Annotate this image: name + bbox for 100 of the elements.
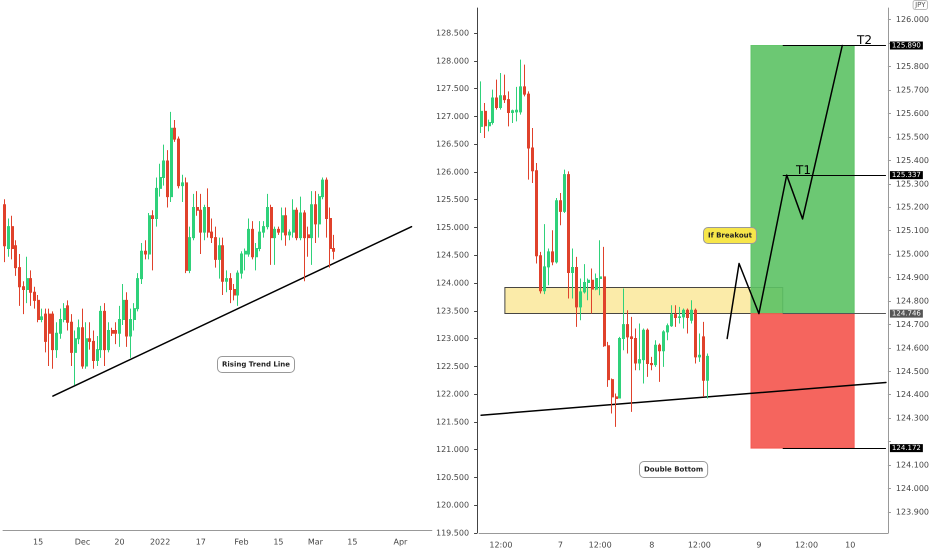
y-tick-label: 119.500	[436, 528, 470, 538]
x-tick-label: 9	[756, 540, 762, 550]
candlestick	[599, 240, 602, 296]
candlestick	[698, 333, 701, 362]
x-tick-label: 17	[196, 538, 206, 546]
y2-tick-label: 125.700	[896, 86, 930, 95]
candlestick	[299, 196, 302, 241]
y2-tick-label: 125.300	[896, 179, 930, 188]
candlestick	[181, 174, 184, 203]
y2-tick-label: 125.600	[896, 108, 930, 118]
candlestick	[114, 322, 117, 345]
y-tick-label: 124.500	[436, 250, 470, 260]
x-tick-label: 2022	[150, 538, 170, 546]
candlestick	[221, 237, 224, 296]
y2-tick-label: 125.200	[896, 202, 930, 212]
candlestick	[3, 198, 6, 263]
x-tick-label: 10	[845, 540, 856, 550]
candlestick	[277, 226, 280, 236]
candlestick	[654, 340, 657, 368]
candlestick	[495, 79, 498, 110]
candlestick	[484, 102, 487, 138]
x-tick-label: 15	[273, 538, 284, 546]
y-tick-label: 127.000	[436, 112, 470, 121]
candlestick	[225, 270, 228, 293]
candlestick	[7, 218, 10, 258]
y2-tick-label: 124.300	[896, 414, 930, 423]
x-tick-label: 12:00	[588, 540, 612, 550]
candlestick	[563, 169, 566, 214]
candlestick	[567, 170, 570, 300]
y2-tick-label: 124.000	[896, 484, 930, 493]
y2-tick-label: 124.700	[896, 320, 930, 329]
y-tick-label: 126.000	[436, 167, 470, 176]
candlestick	[686, 308, 689, 334]
candlestick	[170, 111, 173, 203]
candlestick	[103, 302, 106, 367]
candlestick	[284, 207, 287, 246]
candlestick	[555, 198, 558, 264]
x-tick-label: 15	[347, 538, 358, 546]
candlestick	[151, 210, 154, 271]
candlestick	[702, 321, 705, 398]
candlestick	[571, 248, 574, 300]
candlestick	[29, 270, 32, 306]
x-tick-label: 7	[558, 540, 563, 550]
candlestick	[148, 212, 151, 260]
y-tick-label: 128.500	[436, 28, 470, 38]
y-tick-label: 127.500	[436, 84, 470, 94]
candlestick	[166, 150, 169, 208]
candlestick	[310, 190, 313, 266]
y-tick-label: 121.000	[436, 445, 470, 454]
y-tick-label: 120.500	[436, 472, 470, 482]
candlestick	[674, 304, 677, 328]
candlestick	[40, 308, 43, 323]
y2-tick-label: 124.900	[896, 273, 930, 282]
candlestick	[199, 193, 202, 254]
y-tick-label: 122.500	[436, 362, 470, 371]
candlestick	[229, 272, 232, 304]
candlestick	[706, 353, 709, 400]
y2-tick-label: 123.900	[896, 507, 930, 516]
x-tick-label: 15	[33, 538, 44, 546]
candlestick	[292, 198, 295, 238]
y-tick-label: 123.500	[436, 306, 470, 316]
candlestick	[690, 300, 693, 324]
candlestick	[480, 80, 483, 134]
candlestick	[107, 322, 110, 353]
x-tick-label: Mar	[308, 538, 324, 546]
y2-tick-label: 124.400	[896, 390, 930, 400]
y2-tick-label: 125.500	[896, 132, 930, 142]
y2-tick-label: 124.100	[896, 460, 930, 470]
candlestick	[314, 190, 317, 244]
candlestick	[551, 230, 554, 266]
y-tick-label: 122.000	[436, 390, 470, 399]
x-tick-label: Dec	[74, 538, 90, 546]
candlestick	[185, 176, 188, 274]
candlestick	[218, 237, 221, 280]
candlestick	[203, 204, 206, 241]
x-tick-label: 20	[114, 538, 125, 546]
candlestick	[682, 308, 685, 330]
x-tick-label: 12:00	[795, 540, 818, 550]
x-tick-label: 8	[649, 540, 654, 550]
candlestick	[251, 220, 254, 260]
candlestick	[646, 328, 649, 378]
candlestick	[575, 256, 578, 328]
candlestick	[281, 207, 284, 241]
x-tick-label: 12:00	[489, 540, 512, 550]
candlestick	[543, 224, 546, 295]
y2-tick-label: 126.000	[896, 15, 930, 24]
x-tick-label: Feb	[234, 538, 249, 546]
candlestick	[81, 308, 84, 370]
y2-tick-label: 124.800	[896, 296, 930, 306]
candlestick	[694, 308, 697, 364]
candlestick	[499, 72, 502, 110]
y2-tick-label: 125.000	[896, 250, 930, 259]
y-tick-label: 120.000	[436, 500, 470, 510]
candlestick	[125, 292, 128, 348]
x-tick-label: Apr	[394, 538, 408, 546]
candlestick	[591, 268, 594, 314]
annotation: T1	[795, 163, 811, 177]
y-tick-label: 124.000	[436, 278, 470, 288]
candlestick	[303, 210, 306, 282]
candlestick	[658, 343, 661, 382]
